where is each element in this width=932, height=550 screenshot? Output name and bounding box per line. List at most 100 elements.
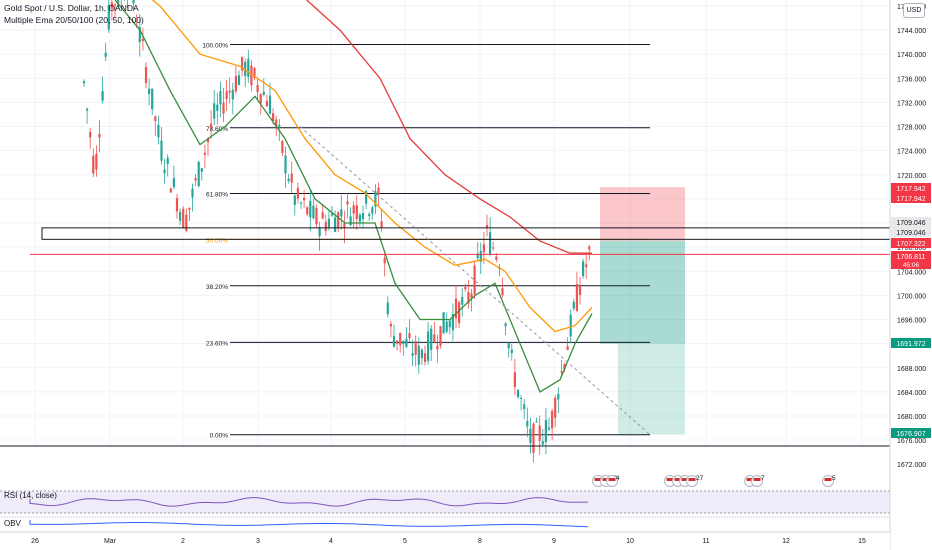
candle-body	[265, 100, 268, 107]
candle-body	[206, 138, 210, 143]
candle-body	[377, 187, 380, 195]
candle-body	[160, 140, 163, 161]
candle-body	[175, 198, 179, 212]
time-tick-label: 8	[478, 538, 482, 545]
rsi-legend[interactable]: RSI (14, close)	[4, 491, 57, 500]
candle-body	[516, 389, 520, 398]
candle-body	[461, 297, 464, 305]
candle-body	[327, 218, 330, 228]
ema-100-line	[305, 0, 592, 254]
flag-stripe-icon	[746, 478, 754, 481]
candle-body	[464, 286, 467, 290]
candle-body	[166, 157, 169, 164]
candle-body	[476, 253, 479, 259]
price-label-last	[891, 238, 931, 248]
candle-body	[470, 293, 473, 298]
candle-body	[315, 207, 318, 225]
flag-stripe-icon	[608, 478, 616, 481]
candle-body	[513, 372, 516, 388]
candle-body	[355, 205, 358, 219]
price-label-value: 1676.907	[896, 431, 925, 438]
candle-body	[272, 113, 275, 122]
obv-line	[29, 520, 589, 528]
event-count: 4	[616, 475, 620, 482]
candle-body	[228, 90, 231, 93]
candle-body	[454, 298, 458, 319]
candle-body	[578, 285, 582, 295]
obv-legend[interactable]: OBV	[4, 519, 21, 528]
price-label-stop	[891, 193, 931, 203]
candle-body	[203, 152, 206, 155]
candle-body	[346, 201, 349, 205]
currency-button[interactable]: USD	[903, 3, 925, 18]
take-profit-zone-2	[618, 343, 685, 435]
candle-body	[92, 155, 95, 174]
price-tick-label: 1740.000	[897, 52, 926, 59]
candle-body	[383, 257, 386, 264]
candle-body	[141, 38, 144, 41]
time-tick-label: 11	[702, 538, 709, 545]
candle-body	[485, 224, 489, 228]
time-tick-label: 10	[626, 538, 634, 545]
candle-body	[523, 404, 526, 410]
candles	[82, 0, 591, 463]
candle-body	[436, 345, 439, 350]
candle-body	[303, 197, 306, 201]
stop-loss-zone	[600, 187, 685, 241]
ema-indicator-legend[interactable]: Multiple Ema 20/50/100 (20, 50, 100)	[4, 15, 144, 25]
candle-body	[200, 168, 203, 172]
candle-body	[194, 178, 197, 181]
event-marker: 4	[606, 475, 620, 487]
take-profit-zone-1	[600, 240, 685, 344]
time-axis[interactable]: 26 Mar 2 3 4 5 8 9 10 11 12 15	[0, 531, 890, 550]
candle-body	[430, 328, 433, 351]
candle-body	[290, 173, 293, 183]
candle-body	[479, 250, 482, 262]
candle-body	[321, 212, 324, 219]
candle-body	[544, 420, 547, 443]
candle-body	[241, 57, 244, 71]
candle-body	[222, 102, 225, 114]
price-tick-label: 1708.000	[897, 245, 926, 252]
candle-body	[368, 213, 371, 216]
price-label-zone	[891, 217, 931, 227]
candle-body	[414, 341, 417, 355]
candle-body	[423, 353, 427, 363]
candle-body	[405, 338, 408, 347]
candle-body	[138, 26, 141, 42]
candle-body	[386, 302, 389, 315]
fib-level-label: 50.00%	[206, 237, 228, 244]
price-label-target	[891, 338, 931, 348]
candle-body	[417, 345, 420, 365]
time-tick-label: 3	[256, 538, 260, 545]
fib-retracement[interactable]: 100.00% 78.60% 61.80% 50.00% 38.20% 23.60% 0.0…	[202, 43, 650, 440]
candle-body	[495, 256, 498, 260]
candle-body	[117, 0, 120, 5]
candle-body	[526, 421, 529, 427]
fib-level-label: 100.00%	[202, 43, 228, 50]
candle-body	[148, 88, 151, 95]
price-tick-label: 1700.000	[897, 293, 926, 300]
candle-body	[340, 209, 343, 217]
time-tick-label: 26	[31, 538, 39, 545]
price-tick-label: 1704.000	[897, 269, 926, 276]
candle-body	[575, 284, 578, 311]
price-axis[interactable]: 1672.000 1676.000 1680.000 1684.000 1688.000…	[889, 0, 932, 550]
price-label-stop	[891, 183, 931, 193]
candle-body	[188, 207, 191, 210]
price-label-value: 1707.322	[896, 241, 925, 248]
time-tick-label: 5	[403, 538, 407, 545]
candle-body	[169, 188, 172, 193]
candle-body	[451, 314, 454, 331]
price-tick-label: 1676.000	[897, 438, 926, 445]
price-tick-label: 1688.000	[897, 366, 926, 373]
candle-body	[337, 212, 340, 228]
candle-body	[504, 323, 507, 327]
price-tick-label: 1680.000	[897, 414, 926, 421]
price-tick-label: 1736.000	[897, 76, 926, 83]
ema-20-line	[114, 0, 593, 393]
candle-body	[408, 333, 411, 339]
candle-countdown: 45:06	[903, 262, 920, 269]
candle-body	[529, 428, 532, 443]
